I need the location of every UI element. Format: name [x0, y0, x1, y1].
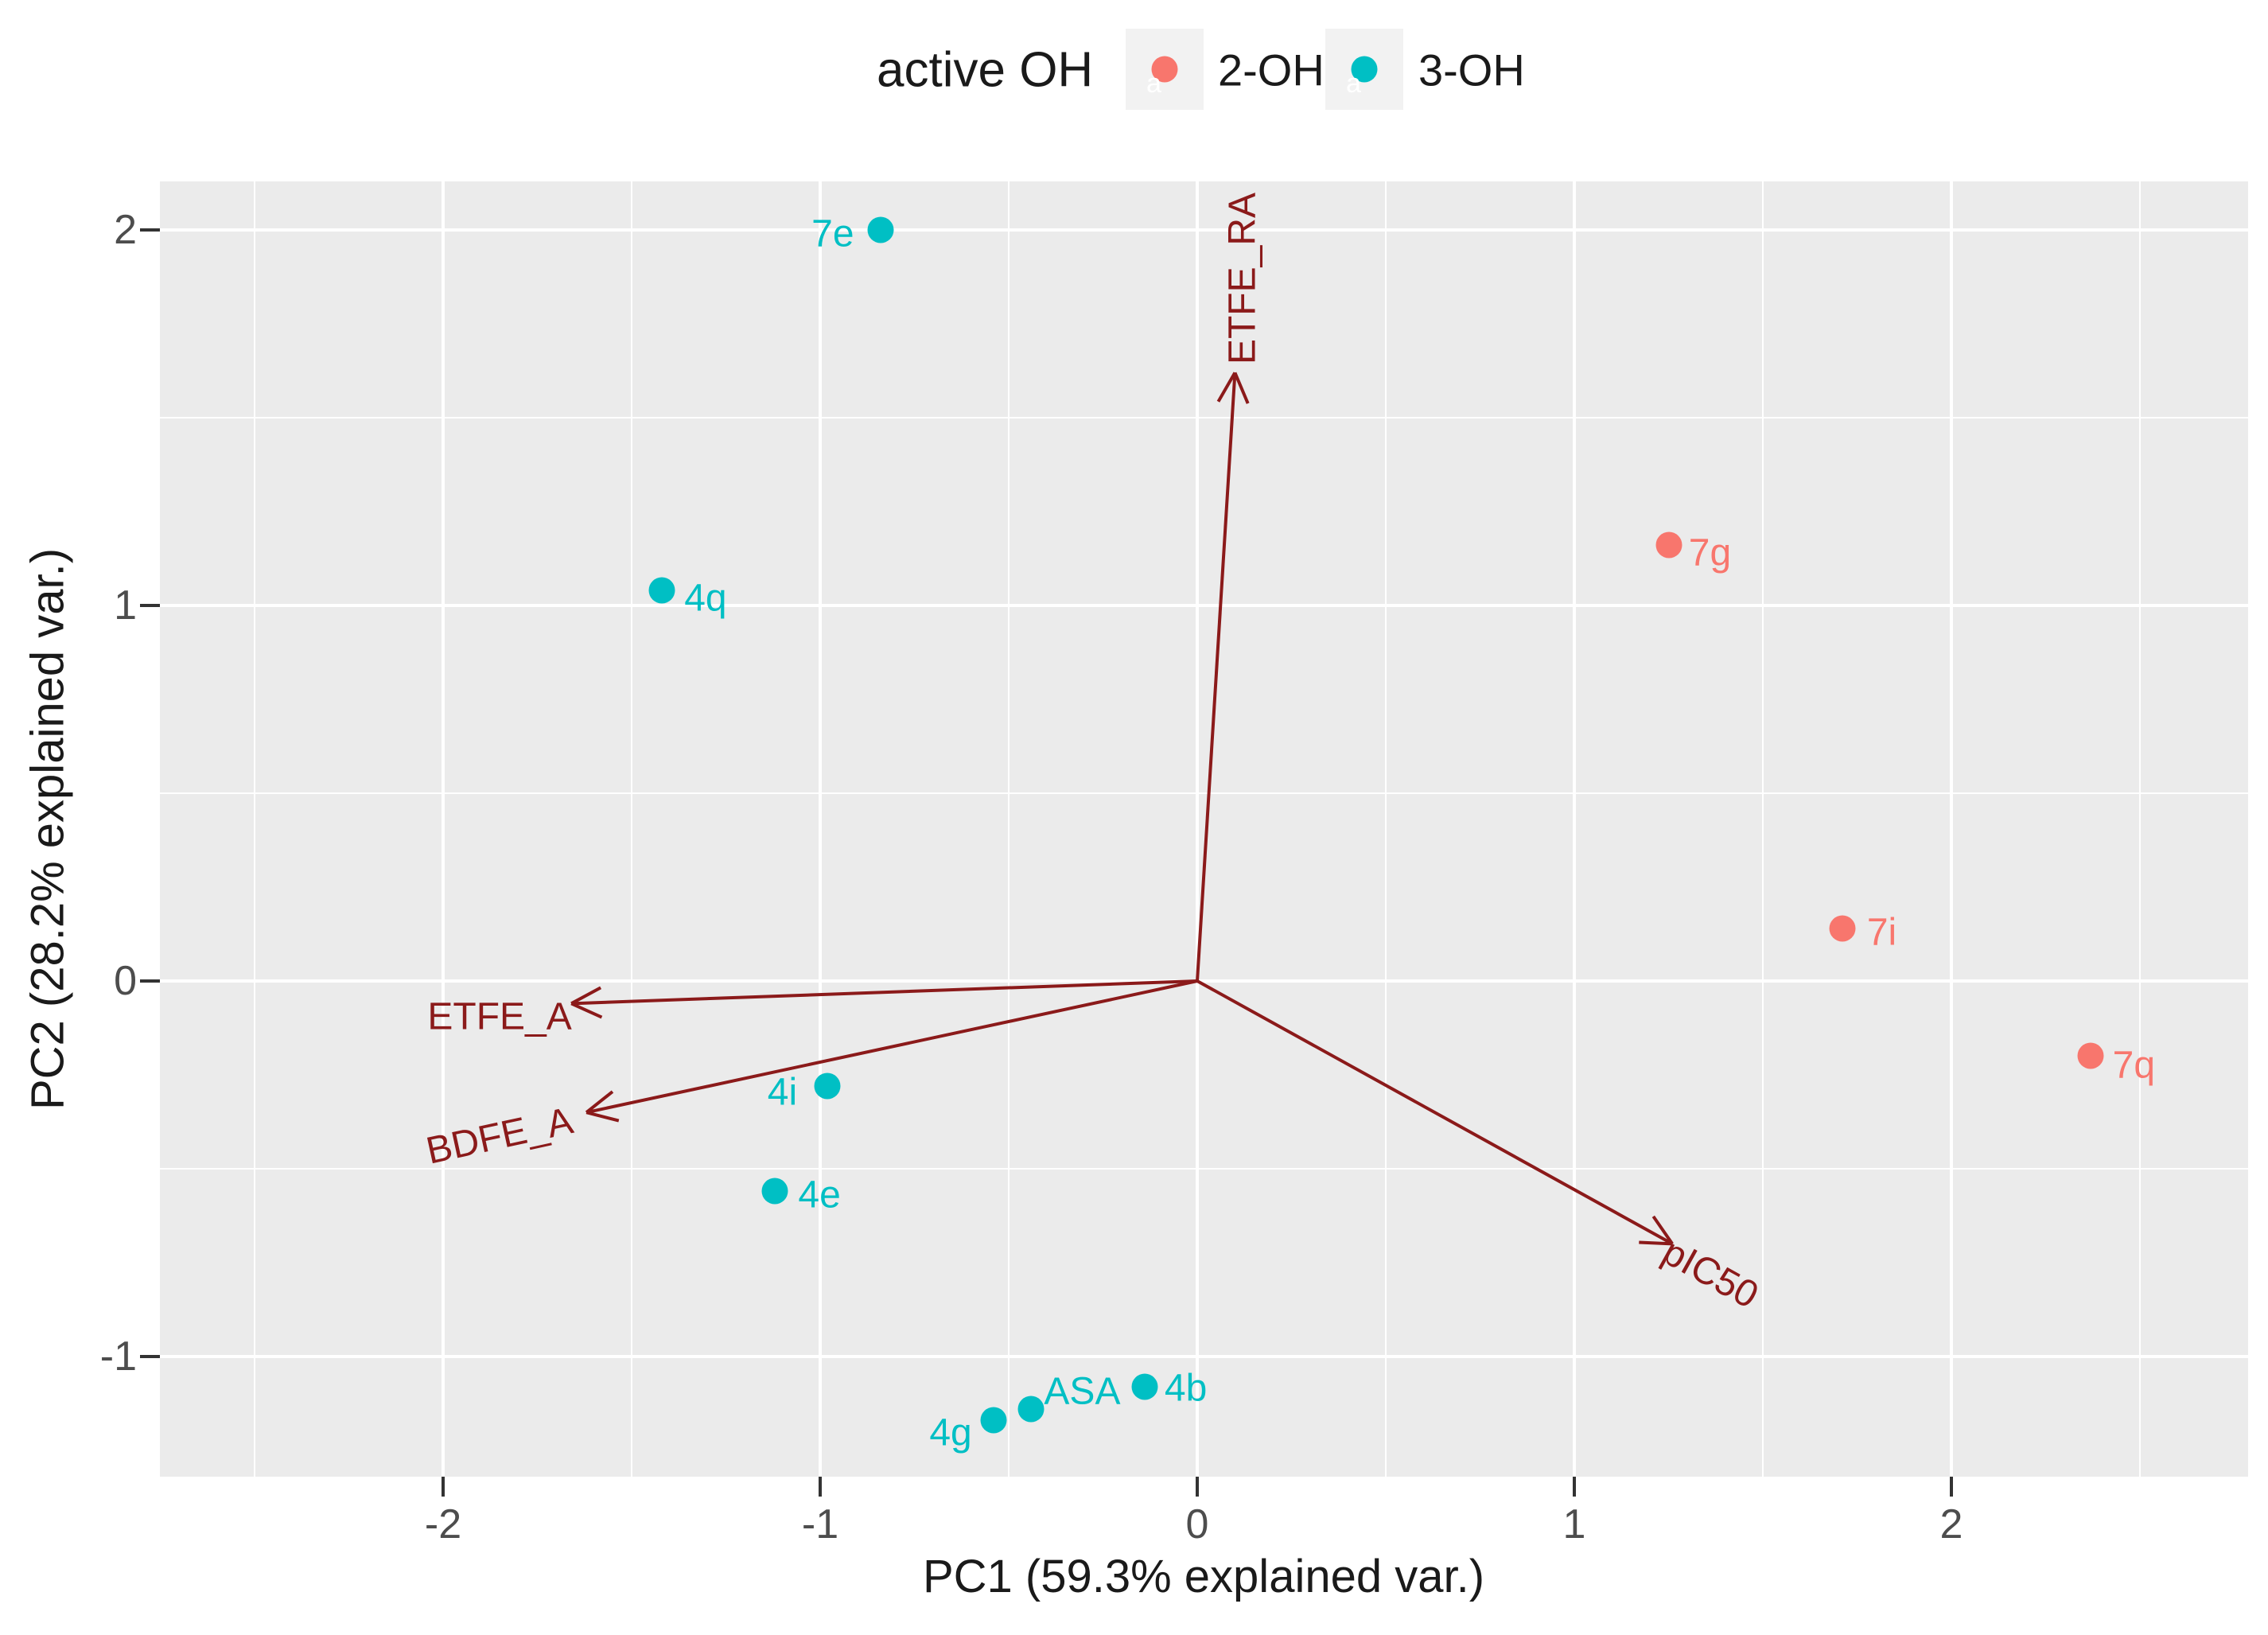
data-point-4e: [761, 1178, 788, 1205]
loading-arrowhead-ETFE_RA: [1233, 372, 1250, 404]
x-minor-gridline: [254, 181, 255, 1477]
y-minor-gridline: [160, 1168, 2248, 1170]
x-minor-gridline: [1008, 181, 1010, 1477]
data-point-label-4q: 4q: [684, 577, 727, 620]
x-major-gridline: [442, 181, 445, 1477]
y-axis-tick: [140, 1355, 160, 1358]
y-major-gridline: [160, 979, 2248, 983]
legend-key-2oh: a: [1126, 29, 1204, 110]
data-point-label-7q: 7q: [2112, 1044, 2156, 1087]
loading-arrowhead-ETFE_RA: [1216, 372, 1237, 403]
loading-arrow-ETFE_A: [571, 979, 1198, 1006]
y-axis-tick-label: 0: [114, 958, 137, 1004]
legend-dot-2oh-icon: [1151, 56, 1178, 83]
x-axis-tick-label: 1: [1562, 1501, 1586, 1547]
x-minor-gridline: [631, 181, 632, 1477]
x-major-gridline: [1573, 181, 1576, 1477]
y-minor-gridline: [160, 792, 2248, 794]
y-minor-gridline: [160, 417, 2248, 418]
data-point-4b: [1131, 1373, 1158, 1400]
loading-arrowhead-pIC50: [1651, 1215, 1674, 1245]
data-point-4q: [648, 577, 675, 604]
legend-dot-3oh-icon: [1351, 56, 1378, 83]
data-point-label-ASA: ASA: [1044, 1370, 1121, 1413]
data-point-4g: [980, 1407, 1007, 1434]
loading-arrowhead-ETFE_A: [570, 1002, 603, 1019]
x-axis-tick: [1196, 1477, 1199, 1497]
loading-arrowhead-BDFE_A: [585, 1111, 620, 1123]
y-major-gridline: [160, 1355, 2248, 1358]
data-point-7e: [867, 216, 894, 243]
data-point-4i: [814, 1072, 841, 1100]
data-point-7i: [1829, 915, 1856, 942]
y-axis-tick-label: 1: [114, 582, 137, 629]
data-point-label-7g: 7g: [1688, 531, 1732, 574]
plot-panel: ETFE_RA ETFE_A BDFE_A pIC50 7e 4q 7g 7i 7q 4i 4e 4g…: [160, 181, 2248, 1477]
y-major-gridline: [160, 228, 2248, 232]
x-axis-tick: [442, 1477, 445, 1497]
loading-label-ETFE_A: ETFE_A: [427, 995, 572, 1038]
data-point-label-4g: 4g: [929, 1411, 972, 1454]
legend-a-glyph: a: [1146, 68, 1161, 99]
x-major-gridline: [819, 181, 822, 1477]
y-axis-tick: [140, 228, 160, 232]
x-minor-gridline: [1385, 181, 1387, 1477]
y-axis-tick: [140, 979, 160, 983]
data-point-7g: [1655, 531, 1682, 559]
x-axis-tick: [1950, 1477, 1953, 1497]
loading-arrows: [570, 372, 1674, 1246]
legend-key-3oh: a: [1325, 29, 1403, 110]
y-axis-tick: [140, 604, 160, 607]
data-point-ASA: [1017, 1396, 1045, 1423]
data-point-label-7i: 7i: [1866, 911, 1897, 954]
legend: active OH a 2-OH a 3-OH: [0, 0, 2268, 143]
legend-label-2oh: 2-OH: [1218, 45, 1325, 95]
legend-a-glyph: a: [1346, 68, 1361, 99]
loading-arrow-BDFE_A: [585, 979, 1198, 1115]
x-axis-tick-label: 0: [1185, 1501, 1209, 1547]
y-major-gridline: [160, 604, 2248, 607]
x-axis-tick: [1573, 1477, 1576, 1497]
x-axis-tick-label: -1: [801, 1501, 839, 1547]
x-minor-gridline: [2139, 181, 2141, 1477]
x-minor-gridline: [1762, 181, 1764, 1477]
loading-arrow-ETFE_RA: [1196, 372, 1237, 982]
x-major-gridline: [1950, 181, 1953, 1477]
y-axis-tick-label: -1: [99, 1333, 137, 1380]
x-axis-title: PC1 (59.3% explained var.): [922, 1551, 1485, 1602]
loading-arrowhead-ETFE_A: [570, 986, 602, 1006]
x-axis-tick-label: -2: [424, 1501, 462, 1547]
legend-title: active OH: [877, 42, 1094, 98]
data-point-label-4b: 4b: [1164, 1367, 1208, 1410]
data-point-label-4i: 4i: [767, 1071, 798, 1114]
x-axis-tick: [819, 1477, 822, 1497]
loading-arrowhead-BDFE_A: [585, 1090, 614, 1114]
y-axis-title: PC2 (28.2% explained var.): [21, 547, 74, 1111]
y-axis-tick-label: 2: [114, 207, 137, 253]
x-axis-tick-label: 2: [1939, 1501, 1963, 1547]
data-point-7q: [2077, 1042, 2104, 1069]
legend-label-3oh: 3-OH: [1418, 45, 1525, 95]
data-point-label-7e: 7e: [811, 212, 854, 255]
x-major-gridline: [1196, 181, 1199, 1477]
data-point-label-4e: 4e: [798, 1174, 841, 1217]
loading-arrow-pIC50: [1196, 979, 1674, 1246]
loading-arrowhead-pIC50: [1639, 1240, 1673, 1246]
loading-label-ETFE_RA: ETFE_RA: [1221, 193, 1264, 365]
